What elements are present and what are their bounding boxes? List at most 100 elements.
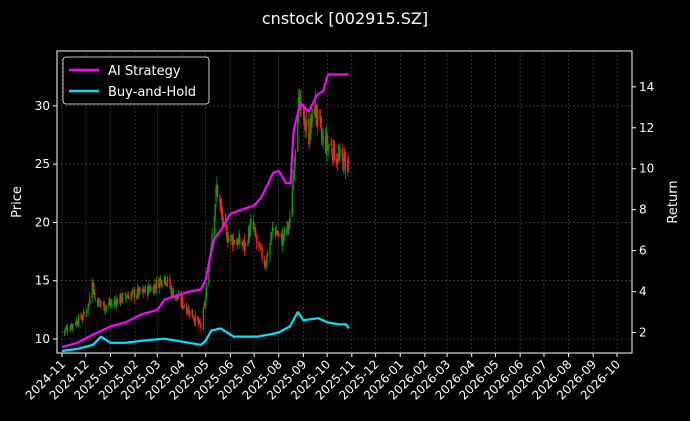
candle-body — [165, 283, 167, 285]
candle-body — [214, 204, 216, 216]
candle-body — [213, 215, 216, 236]
candle-body — [66, 328, 69, 331]
candle-body — [253, 227, 255, 230]
candle-body — [81, 318, 84, 320]
candle-body — [319, 109, 321, 120]
candle-body — [231, 236, 233, 238]
candle-body — [164, 277, 166, 283]
candle-body — [226, 232, 228, 242]
candle-body — [228, 237, 230, 242]
candle-body — [258, 240, 260, 246]
candle-body — [298, 97, 301, 100]
candle-body — [71, 324, 74, 329]
candle-body — [303, 107, 305, 126]
candle-body — [172, 289, 174, 298]
candle-body — [316, 108, 319, 125]
candle-body — [266, 254, 268, 265]
candle-body — [161, 283, 163, 287]
candle-body — [328, 145, 330, 149]
candle-body — [152, 287, 155, 293]
candle-body — [115, 302, 117, 307]
candle-body — [215, 188, 217, 202]
legend-label-ai-strategy: AI Strategy — [108, 64, 181, 79]
candle-body — [205, 297, 207, 306]
candle-body — [143, 289, 145, 293]
candle-body — [105, 305, 108, 307]
candle-body — [283, 228, 286, 236]
candle-body — [65, 327, 67, 331]
candle-body — [63, 330, 66, 333]
candle-body — [166, 277, 169, 283]
candle-body — [187, 308, 189, 313]
candle-body — [269, 242, 271, 255]
candle-body — [132, 290, 135, 291]
candle-body — [243, 238, 246, 249]
candle-body — [100, 302, 102, 304]
chart-title: cnstock [002915.SZ] — [262, 9, 428, 28]
candle-body — [337, 153, 340, 162]
return-series — [61, 73, 350, 353]
candle-body — [264, 264, 266, 267]
candle-body — [250, 219, 252, 224]
candle-body — [127, 296, 129, 298]
candle-body — [82, 311, 85, 318]
candle-body — [147, 286, 149, 295]
candle-body — [311, 108, 313, 123]
candle-body — [310, 121, 313, 125]
candle-body — [131, 291, 133, 295]
candle-body — [315, 103, 317, 118]
candle-body — [216, 185, 219, 197]
candlestick-series — [61, 88, 350, 336]
candle-body — [255, 230, 257, 238]
candle-body — [219, 195, 221, 204]
candle-body — [171, 289, 174, 295]
candle-body — [330, 144, 332, 146]
candle-body — [344, 158, 347, 170]
y-axis-label-price: Price — [10, 186, 25, 218]
y-tick-label-return: 14 — [639, 80, 654, 94]
candle-body — [182, 306, 185, 308]
candle-body — [343, 152, 346, 157]
candle-body — [108, 302, 110, 306]
candle-body — [255, 237, 258, 243]
candle-body — [321, 137, 324, 139]
y-tick-label-return: 4 — [639, 285, 647, 299]
candle-body — [293, 174, 295, 177]
candle-body — [254, 229, 256, 230]
candle-body — [139, 287, 141, 293]
legend: AI Strategy Buy-and-Hold — [62, 56, 210, 105]
y-tick-label-price: 25 — [35, 157, 50, 171]
candle-body — [204, 303, 206, 305]
candle-body — [116, 299, 118, 308]
candle-body — [316, 115, 318, 122]
candle-body — [249, 223, 251, 236]
candle-body — [203, 304, 205, 307]
candle-body — [205, 285, 208, 297]
candle-body — [121, 294, 124, 302]
candle-body — [109, 303, 112, 305]
candle-body — [136, 288, 139, 296]
candle-body — [216, 184, 218, 191]
candle-body — [70, 326, 72, 330]
candle-body — [280, 232, 282, 234]
candle-body — [76, 321, 78, 325]
candle-body — [197, 320, 200, 324]
candle-body — [322, 136, 324, 141]
candle-body — [69, 329, 71, 331]
candle-body — [124, 294, 127, 297]
legend-label-buy-and-hold: Buy-and-Hold — [108, 85, 196, 100]
candle-body — [88, 303, 90, 305]
candle-body — [178, 294, 180, 299]
candle-body — [174, 297, 177, 299]
candle-body — [261, 247, 263, 260]
candle-body — [294, 150, 297, 161]
candle-body — [297, 117, 299, 152]
candle-body — [272, 227, 274, 231]
candle-body — [277, 234, 279, 235]
y-tick-label-return: 2 — [639, 326, 647, 340]
candle-body — [336, 158, 338, 163]
candle-body — [154, 288, 157, 290]
y-tick-label-return: 6 — [639, 244, 647, 258]
candle-body — [144, 286, 147, 293]
